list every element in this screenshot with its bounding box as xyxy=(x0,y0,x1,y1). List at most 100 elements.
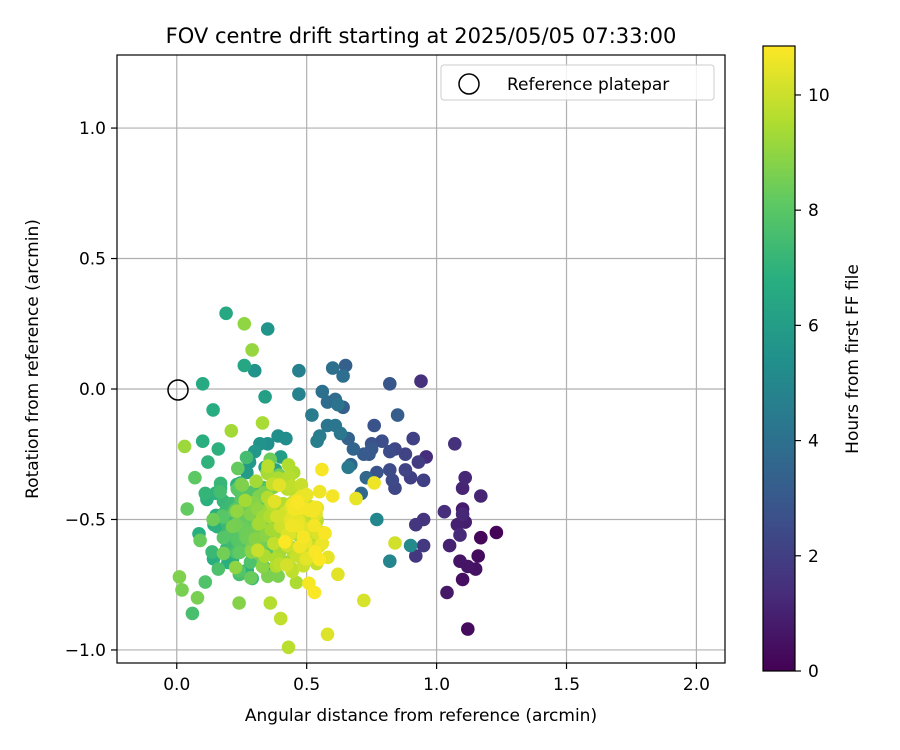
data-point xyxy=(474,489,488,503)
data-point xyxy=(383,463,397,477)
plot-frame xyxy=(116,54,726,664)
y-tick-label: 0.5 xyxy=(79,250,106,270)
data-point xyxy=(273,611,288,626)
data-point xyxy=(409,517,423,532)
data-point xyxy=(248,532,263,546)
data-point xyxy=(284,479,299,494)
data-point xyxy=(238,493,252,508)
data-point xyxy=(261,459,275,473)
data-point xyxy=(252,516,267,531)
data-point xyxy=(474,530,488,545)
data-point xyxy=(267,494,282,509)
data-point xyxy=(219,306,233,321)
data-point xyxy=(216,546,231,561)
data-point xyxy=(193,533,207,548)
legend: Reference platepar xyxy=(440,64,715,101)
data-point xyxy=(279,558,294,572)
data-point xyxy=(453,554,467,568)
legend-box xyxy=(440,64,715,101)
x-tick-label: 2.0 xyxy=(683,675,710,695)
y-tick-label: −1.0 xyxy=(65,641,106,661)
data-point xyxy=(312,484,327,499)
data-point xyxy=(244,571,258,585)
data-point xyxy=(331,567,345,582)
data-point xyxy=(247,363,262,378)
y-tick-label: 1.0 xyxy=(79,119,106,139)
y-tick-label: 0.0 xyxy=(79,380,106,400)
data-point xyxy=(325,361,340,375)
data-point xyxy=(177,439,192,454)
data-point xyxy=(195,377,210,391)
data-point xyxy=(225,519,240,534)
data-point xyxy=(239,450,254,465)
data-point xyxy=(263,596,278,610)
data-point xyxy=(237,358,252,373)
data-point xyxy=(416,538,431,553)
data-point xyxy=(357,447,371,462)
data-point xyxy=(388,536,402,550)
chart-title: FOV centre drift starting at 2025/05/05 … xyxy=(166,24,677,48)
colorbar-tick-label: 2 xyxy=(808,547,819,567)
data-point xyxy=(250,543,265,558)
data-point xyxy=(310,434,324,449)
data-point xyxy=(216,530,231,545)
data-point xyxy=(370,465,384,480)
data-point xyxy=(398,463,413,477)
data-point xyxy=(383,377,397,391)
data-point xyxy=(206,512,220,527)
data-point xyxy=(284,518,299,533)
data-point xyxy=(278,535,292,549)
x-tick-label: 0.0 xyxy=(163,675,190,695)
colorbar-ticks: 0 2 4 6 8 10 xyxy=(795,86,830,682)
data-point xyxy=(201,455,215,469)
colorbar-tick-label: 6 xyxy=(808,316,819,336)
data-point xyxy=(383,554,397,568)
data-point xyxy=(489,525,504,540)
data-point xyxy=(455,481,470,496)
data-point xyxy=(233,545,247,560)
data-point xyxy=(442,538,457,553)
data-point xyxy=(375,434,389,449)
data-point xyxy=(206,403,220,417)
colorbar-tick-label: 10 xyxy=(808,86,830,106)
legend-reference-marker xyxy=(458,73,480,95)
data-point xyxy=(390,408,405,422)
data-point xyxy=(315,462,329,477)
data-point xyxy=(306,504,321,518)
data-point xyxy=(411,455,426,469)
data-point xyxy=(346,442,361,456)
data-point xyxy=(317,526,332,540)
data-point xyxy=(437,504,452,519)
data-point xyxy=(272,478,287,492)
data-point xyxy=(453,528,467,542)
data-point xyxy=(237,317,252,331)
legend-label-reference-platepar: Reference platepar xyxy=(507,75,669,95)
data-point xyxy=(205,545,219,559)
data-point xyxy=(213,485,227,499)
data-point xyxy=(461,622,475,636)
data-point xyxy=(406,431,421,446)
data-point xyxy=(258,390,272,404)
data-point xyxy=(385,473,400,488)
colorbar-tick-label: 0 xyxy=(808,662,819,682)
data-point xyxy=(267,536,281,551)
data-point xyxy=(271,569,285,583)
data-point xyxy=(188,470,202,485)
data-point xyxy=(416,473,431,488)
data-point xyxy=(230,504,244,518)
data-point xyxy=(198,486,213,501)
data-point xyxy=(370,512,384,527)
x-tick-label: 1.5 xyxy=(553,675,580,695)
data-point xyxy=(320,627,335,642)
colorbar-label: Hours from first FF file xyxy=(843,264,863,454)
data-point xyxy=(255,559,270,574)
data-point xyxy=(383,444,397,459)
data-point xyxy=(367,418,382,433)
data-point xyxy=(398,447,413,462)
data-point xyxy=(338,358,353,373)
data-point xyxy=(450,517,465,532)
x-axis-label: Angular distance from reference (arcmin) xyxy=(245,706,597,726)
data-point xyxy=(440,585,454,600)
data-point xyxy=(349,491,363,506)
